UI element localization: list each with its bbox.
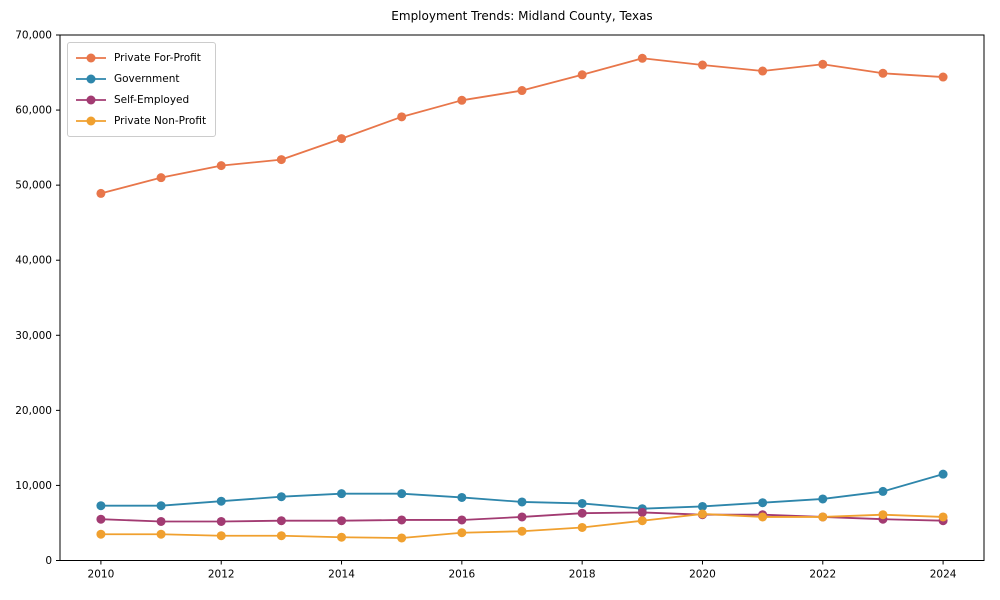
- data-point-private-for-profit-2017: [517, 86, 527, 96]
- data-point-government-2018: [577, 498, 587, 508]
- y-axis-tick-label: 30,000: [15, 330, 52, 342]
- data-point-private-for-profit-2022: [818, 59, 828, 69]
- legend-item: Government: [75, 70, 206, 88]
- legend-item: Private For-Profit: [75, 49, 206, 67]
- data-point-private-for-profit-2018: [577, 70, 587, 80]
- x-axis-tick-label: 2016: [448, 569, 475, 581]
- data-point-self-employed-2017: [517, 512, 527, 522]
- data-point-private-non-profit-2021: [758, 512, 768, 522]
- data-point-private-for-profit-2020: [697, 60, 707, 70]
- data-point-private-for-profit-2010: [96, 188, 106, 198]
- data-point-self-employed-2013: [276, 516, 286, 526]
- y-axis-tick-label: 60,000: [15, 105, 52, 117]
- x-axis-tick-label: 2012: [208, 569, 235, 581]
- data-point-private-non-profit-2012: [216, 531, 226, 541]
- data-point-government-2013: [276, 492, 286, 502]
- data-point-government-2016: [457, 492, 467, 502]
- data-point-self-employed-2011: [156, 516, 166, 526]
- y-axis-tick-label: 0: [45, 555, 52, 567]
- data-point-self-employed-2010: [96, 514, 106, 524]
- series-line-private-for-profit: [100, 57, 944, 195]
- data-point-private-for-profit-2016: [457, 95, 467, 105]
- data-point-private-non-profit-2013: [276, 531, 286, 541]
- legend-item: Self-Employed: [75, 91, 206, 109]
- x-axis-tick-label: 2018: [569, 569, 596, 581]
- x-axis-tick-label: 2020: [689, 569, 716, 581]
- x-axis-tick-label: 2024: [930, 569, 957, 581]
- data-point-self-employed-2015: [397, 515, 407, 525]
- legend-label: Private For-Profit: [114, 52, 201, 64]
- data-point-private-non-profit-2024: [938, 512, 948, 522]
- legend-marker-private-for-profit-icon: [76, 53, 106, 63]
- data-point-self-employed-2019: [637, 507, 647, 517]
- x-axis-tick-label: 2010: [88, 569, 115, 581]
- data-point-government-2012: [216, 496, 226, 506]
- legend-marker-private-non-profit-icon: [76, 116, 106, 126]
- data-point-self-employed-2018: [577, 508, 587, 518]
- legend-label: Private Non-Profit: [114, 115, 207, 127]
- data-point-private-non-profit-2011: [156, 529, 166, 539]
- data-point-private-non-profit-2020: [697, 509, 707, 519]
- data-point-self-employed-2016: [457, 515, 467, 525]
- y-axis-tick-label: 40,000: [15, 255, 52, 267]
- data-point-private-non-profit-2010: [96, 529, 106, 539]
- x-axis-tick-label: 2022: [809, 569, 836, 581]
- plot-border: [59, 34, 985, 561]
- data-point-private-non-profit-2017: [517, 526, 527, 536]
- legend-marker-government-icon: [76, 74, 106, 84]
- data-point-private-non-profit-2015: [397, 533, 407, 543]
- data-point-private-for-profit-2015: [397, 112, 407, 122]
- legend[interactable]: Private For-Profit Government Self-Emplo…: [67, 42, 217, 137]
- legend-label: Self-Employed: [114, 94, 190, 106]
- data-point-government-2015: [397, 489, 407, 499]
- data-point-private-for-profit-2019: [637, 53, 647, 63]
- data-point-private-non-profit-2023: [878, 510, 888, 520]
- data-point-government-2010: [96, 501, 106, 511]
- data-point-self-employed-2014: [337, 516, 347, 526]
- data-point-government-2020: [697, 501, 707, 511]
- y-axis-tick-label: 10,000: [15, 480, 52, 492]
- data-point-private-non-profit-2018: [577, 522, 587, 532]
- y-axis-tick-label: 50,000: [15, 180, 52, 192]
- data-point-private-for-profit-2013: [276, 155, 286, 165]
- chart-title: Employment Trends: Midland County, Texas: [391, 9, 653, 23]
- y-axis-tick-label: 70,000: [15, 30, 52, 42]
- x-axis-tick-label: 2014: [328, 569, 355, 581]
- data-point-private-for-profit-2023: [878, 68, 888, 78]
- data-point-private-non-profit-2022: [818, 512, 828, 522]
- data-point-government-2014: [337, 489, 347, 499]
- legend-item: Private Non-Profit: [75, 112, 206, 130]
- data-point-private-for-profit-2024: [938, 72, 948, 82]
- data-point-private-for-profit-2011: [156, 173, 166, 183]
- data-point-government-2022: [818, 494, 828, 504]
- data-point-government-2011: [156, 501, 166, 511]
- y-axis-tick-label: 20,000: [15, 405, 52, 417]
- legend-marker-self-employed-icon: [76, 95, 106, 105]
- data-point-government-2024: [938, 469, 948, 479]
- data-point-private-non-profit-2014: [337, 532, 347, 542]
- data-point-private-non-profit-2019: [637, 516, 647, 526]
- legend-label: Government: [114, 73, 180, 85]
- data-point-government-2023: [878, 486, 888, 496]
- data-point-government-2021: [758, 498, 768, 508]
- data-point-government-2017: [517, 497, 527, 507]
- data-point-self-employed-2012: [216, 516, 226, 526]
- data-point-private-for-profit-2014: [337, 134, 347, 144]
- data-point-private-non-profit-2016: [457, 528, 467, 538]
- data-point-private-for-profit-2021: [758, 66, 768, 76]
- data-point-private-for-profit-2012: [216, 161, 226, 171]
